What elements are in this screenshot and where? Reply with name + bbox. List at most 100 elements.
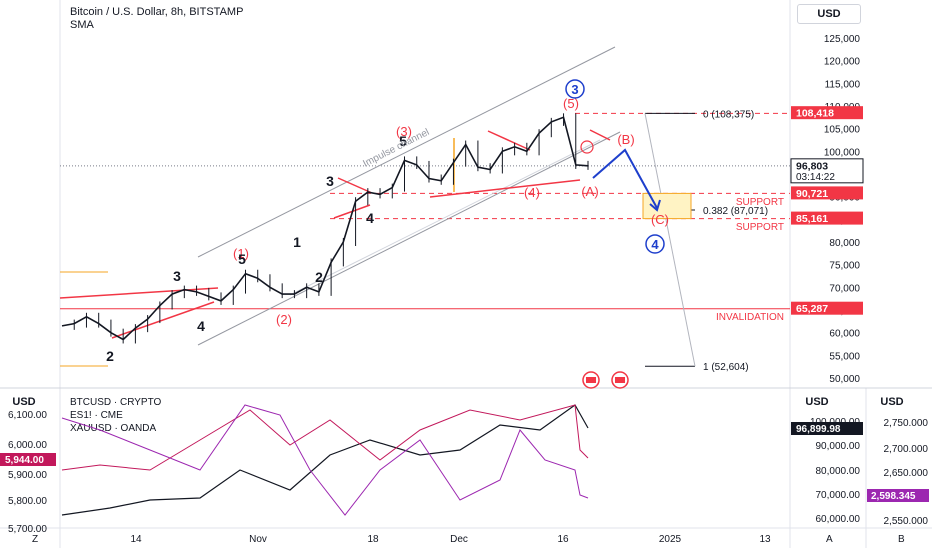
event-flag-icon-inner [586,377,596,383]
wave-circle-small [580,140,594,154]
wave-label-w3: (3) [396,124,412,139]
lower-mid-tick: 80,000.00 [816,466,861,477]
wave-trendline [337,177,373,194]
legend-entry: BTCUSD · CRYPTO [70,397,162,408]
channel-mid [289,139,601,296]
lower-mid-currency: USD [797,394,837,410]
time-corner-b: B [898,534,905,545]
price-badge-label: 85,161 [796,213,828,225]
gold-compare-line [61,404,589,516]
wave-label-wa: (A) [581,184,598,199]
wave-label-s2: 2 [315,269,323,285]
time-tick-label: 13 [759,534,771,545]
comparison-pane: BTCUSD · CRYPTO ES1! · CME XAUUSD · OANDA 6… [0,397,929,535]
chart-title: Bitcoin / U.S. Dollar, 8h, BITSTAMP [70,6,243,18]
legend-entry: ES1! · CME [70,410,123,421]
wave-label-s4: 4 [366,210,374,226]
wave-label-s5: 5 [399,133,407,149]
lower-right-currency: USD [872,394,912,410]
wave-label-wb: (B) [617,132,634,147]
lower-left-tick: 5,800.00 [8,496,47,507]
time-corner-a: A [826,534,833,545]
wave-trendline [589,129,611,141]
wave-label-wc: (C) [651,212,669,227]
wave-circle-4 [645,234,665,254]
wave-label-w1: (1) [233,246,249,261]
wave-label-l5: 5 [238,251,246,267]
legend-entry: XAUUSD · OANDA [70,423,156,434]
wave-label-l2: 2 [106,348,114,364]
time-tick-label: 14 [130,534,142,545]
btc-price-series [61,116,589,341]
btc-compare-line [61,404,589,516]
support-label-2: SUPPORT [736,222,784,233]
price-tick-label: 115,000 [825,79,861,90]
price-badge [791,211,863,225]
wave-trendline [111,301,215,339]
fib-label-0382: 0.382 (87,071) [703,206,768,217]
lower-left-tick: 5,900.00 [8,470,47,481]
lower-right-tick: 2,650.000 [884,468,929,479]
time-tick-label: Nov [249,534,267,545]
lower-left-tick: 6,000.00 [8,440,47,451]
event-flag-icon-inner [615,377,625,383]
price-tick-label: 125,000 [824,34,861,45]
price-badge [791,301,863,315]
lower-mid-tick: 60,000.00 [816,514,861,525]
lower-left-tick: 5,700.00 [8,524,47,535]
btc-badge [791,422,863,435]
wave-trendline [487,130,531,151]
indicator-label: SMA [70,19,95,31]
time-tick-label: 18 [367,534,379,545]
price-badge-label: 108,418 [796,108,834,120]
lower-right-tick: 2,550.000 [884,516,929,527]
price-tick-label: 75,000 [829,261,860,272]
wave-label-l4: 4 [197,318,205,334]
price-badge-label: 65,287 [796,303,828,315]
wave-label-big4: 4 [651,237,659,252]
price-axis: 125,000120,000115,000110,000105,000100,0… [790,34,864,385]
projection-arrowhead [649,199,661,212]
wave-trendline [429,179,581,198]
wave-circle-3 [565,79,585,99]
lower-right-tick: 2,750.000 [884,418,929,429]
lower-mid-tick: 90,000.00 [816,441,861,452]
price-badge-label: 96,803 [796,160,828,172]
currency-selector[interactable]: USD [797,4,861,24]
price-tick-label: 105,000 [824,125,861,136]
wave-label-big3: 3 [571,82,578,97]
wave-label-w5: (5) [563,96,579,111]
wave-label-s3: 3 [326,173,334,189]
price-tick-label: 100,000 [824,147,861,158]
wave-label-w2: (2) [276,312,292,327]
channel-upper [197,46,616,258]
wave-trendline [59,287,219,299]
wave-label-s1: 1 [293,234,301,250]
fib-label-1: 1 (52,604) [703,362,749,373]
price-badge [791,106,863,120]
price-badge [791,186,863,200]
btc-badge-label: 96,899.98 [796,424,841,435]
gold-badge [867,489,929,502]
wave-label-l3: 3 [173,268,181,284]
price-tick-label: 70,000 [829,283,860,294]
time-tick-label: 2025 [659,534,682,545]
wave-label-w4: (4) [524,185,540,200]
price-tick-label: 55,000 [829,351,860,362]
lower-right-tick: 2,700.000 [884,444,929,455]
lower-left-tick: 6,100.00 [8,410,47,421]
time-axis: 14 Nov 18 Dec 16 2025 13 Z A B [32,534,905,545]
es-badge-label: 5,944.00 [5,455,44,466]
time-tick-label: Dec [450,534,468,545]
price-tick-label: 50,000 [829,374,860,385]
price-tick-label: 80,000 [829,238,860,249]
gold-badge-label: 2,598.345 [871,491,916,502]
price-tick-label: 120,000 [824,57,861,68]
es-compare-line [61,404,589,471]
price-tick-label: 60,000 [829,329,860,340]
fib-label-0: 0 (108,375) [703,109,754,120]
countdown-label: 03:14:22 [796,172,835,183]
fib-diagonal [644,113,696,367]
